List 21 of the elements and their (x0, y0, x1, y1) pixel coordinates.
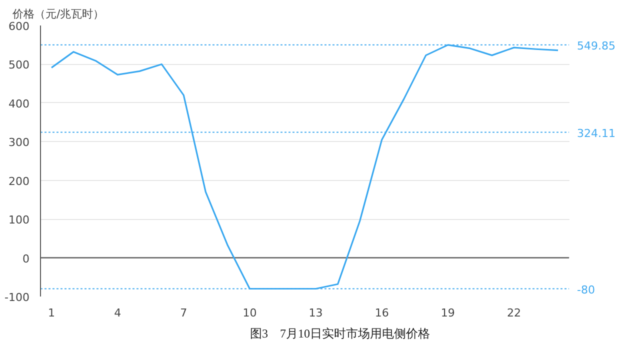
x-tick-label: 1 (48, 306, 56, 320)
x-tick-label: 19 (440, 306, 455, 320)
y-tick-label: 0 (22, 252, 30, 266)
y-tick-label: 500 (8, 58, 30, 72)
x-tick-label: 22 (506, 306, 521, 320)
x-tick-label: 7 (180, 306, 188, 320)
x-tick-label: 10 (242, 306, 257, 320)
y-tick-label: 300 (8, 136, 30, 150)
y-tick-label: -100 (4, 291, 30, 304)
y-tick-label: 400 (8, 97, 30, 110)
x-tick-label: 16 (374, 306, 389, 320)
y-tick-label: 100 (8, 214, 30, 227)
ref-line-label: 324.11 (577, 126, 616, 140)
caption: 图3 7月10日实时市场用电侧价格 (250, 326, 430, 340)
x-tick-label: 13 (308, 306, 323, 320)
y-tick-label: 200 (8, 174, 30, 188)
y-tick-label: 600 (8, 20, 30, 33)
y-axis-title: 价格（元/兆瓦时） (12, 8, 104, 20)
ref-line-label: -80 (577, 283, 595, 296)
ref-line-label: 549.85 (577, 39, 616, 52)
x-tick-label: 4 (114, 306, 122, 320)
